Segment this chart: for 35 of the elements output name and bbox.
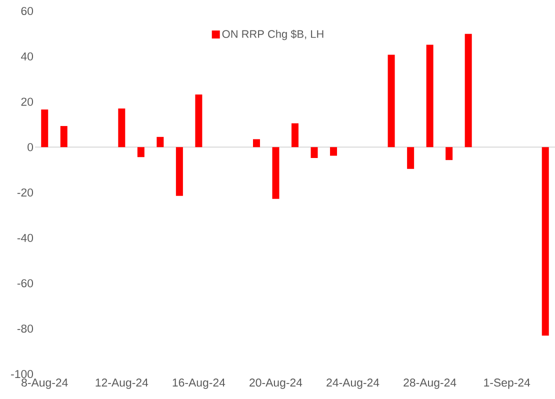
bar	[272, 147, 280, 199]
x-tick-label: 28-Aug-24	[404, 378, 456, 389]
bar	[137, 147, 144, 158]
legend-label: ON RRP Chg $B, LH	[222, 30, 324, 40]
x-tick-label: 8-Aug-24	[22, 378, 68, 389]
bar	[176, 147, 183, 196]
bar	[330, 147, 338, 156]
bar	[446, 147, 453, 160]
bar	[426, 44, 434, 148]
x-tick-label: 20-Aug-24	[250, 378, 302, 389]
bar	[407, 147, 414, 169]
bar	[542, 147, 549, 336]
bar	[156, 136, 164, 148]
bar	[388, 54, 395, 148]
bar	[292, 123, 298, 148]
x-tick-label: 1-Sep-24	[484, 378, 530, 389]
bar	[464, 34, 472, 148]
y-tick-label: 0	[28, 143, 34, 152]
y-tick-label: 20	[21, 98, 34, 106]
x-tick-label: 12-Aug-24	[96, 378, 148, 389]
y-tick-label: 60	[21, 6, 34, 16]
y-tick-label: 40	[21, 52, 34, 60]
y-tick-label: -60	[17, 279, 34, 288]
bar	[310, 147, 318, 158]
bar	[41, 109, 48, 148]
x-tick-label: 16-Aug-24	[172, 378, 226, 389]
y-tick-label: -20	[17, 188, 34, 197]
bar	[195, 94, 202, 148]
x-tick-label: 24-Aug-24	[326, 378, 380, 389]
y-tick-label: -80	[17, 324, 34, 333]
bar	[60, 126, 68, 148]
bar	[252, 139, 260, 148]
y-tick-label: -40	[17, 234, 34, 242]
y-tick-label: -100	[11, 370, 34, 378]
bar	[118, 108, 126, 148]
